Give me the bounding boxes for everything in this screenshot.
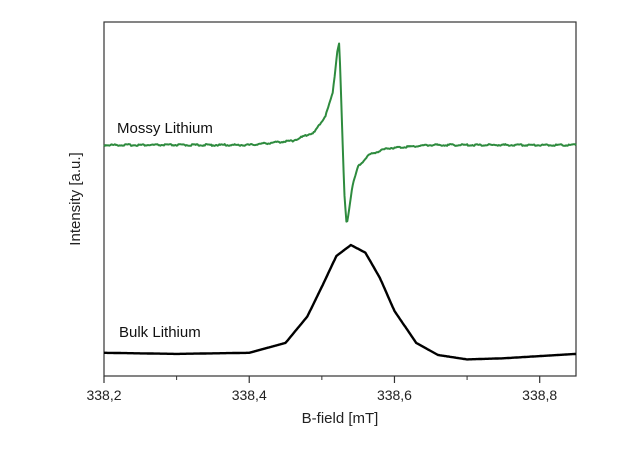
x-tick-label: 338,6 — [377, 387, 412, 403]
x-tick-label: 338,4 — [232, 387, 267, 403]
x-axis-title: B-field [mT] — [302, 410, 379, 427]
plot-frame — [103, 21, 577, 377]
x-tick-label: 338,8 — [522, 387, 557, 403]
x-tick-label: 338,2 — [86, 387, 121, 403]
series-lines — [103, 42, 577, 361]
series-label-mossy-lithium: Mossy Lithium — [117, 120, 213, 137]
series-line-bulk-lithium — [103, 243, 577, 361]
x-axis-ticks: 338,2 338,4 338,6 338,8 — [86, 376, 557, 403]
series-label-bulk-lithium: Bulk Lithium — [119, 324, 201, 341]
series-line-mossy-lithium — [103, 42, 577, 223]
y-axis-title: Intensity [a.u.] — [67, 152, 84, 245]
